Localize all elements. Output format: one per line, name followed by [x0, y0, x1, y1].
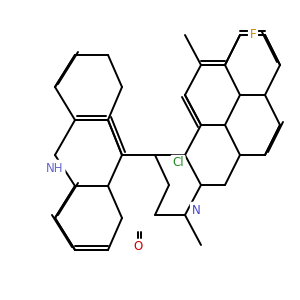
Text: O: O — [134, 241, 142, 254]
Text: Cl: Cl — [172, 157, 184, 169]
Text: N: N — [192, 203, 200, 217]
Text: F: F — [250, 28, 256, 41]
Text: NH: NH — [46, 161, 64, 175]
